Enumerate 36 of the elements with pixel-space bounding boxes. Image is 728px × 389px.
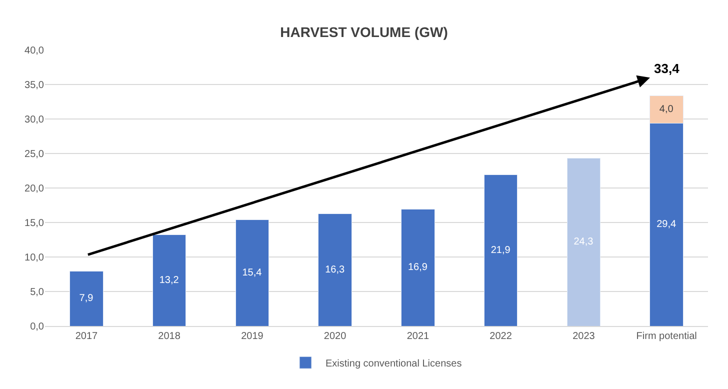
data-label: 16,9 xyxy=(408,262,428,274)
data-label: 13,2 xyxy=(159,274,180,286)
y-tick-label: 15,0 xyxy=(24,218,44,229)
data-label: 21,9 xyxy=(490,244,511,256)
x-tick-label: 2019 xyxy=(241,331,264,342)
x-tick-label: 2022 xyxy=(490,331,512,342)
x-tick-label: Firm potential xyxy=(636,331,697,342)
total-label: 33,4 xyxy=(654,61,680,76)
x-tick-label: 2023 xyxy=(572,331,596,342)
bar xyxy=(401,209,435,326)
data-label: 7,9 xyxy=(79,293,94,304)
y-tick-label: 30,0 xyxy=(24,114,44,126)
x-tick-label: 2020 xyxy=(324,331,347,342)
y-tick-label: 25,0 xyxy=(24,149,44,160)
bar xyxy=(70,271,104,326)
y-tick-label: 5,0 xyxy=(30,287,44,298)
y-tick-label: 35,0 xyxy=(24,80,44,91)
bar xyxy=(235,219,270,326)
bar xyxy=(152,234,186,326)
data-label: 4,0 xyxy=(659,104,674,115)
data-label: 29,4 xyxy=(656,219,677,230)
bar xyxy=(318,213,352,326)
data-label: 24,3 xyxy=(574,236,594,248)
y-tick-label: 0,0 xyxy=(30,322,44,332)
y-tick-label: 10,0 xyxy=(24,252,44,264)
bar xyxy=(566,158,601,326)
data-label: 15,4 xyxy=(242,267,262,278)
y-tick-label: 20,0 xyxy=(24,184,44,194)
chart-title: HARVEST VOLUME (GW) xyxy=(280,24,448,40)
x-tick-label: 2021 xyxy=(406,331,430,342)
y-tick-label: 40,0 xyxy=(24,46,44,56)
bar xyxy=(484,174,518,326)
x-tick-label: 2017 xyxy=(75,331,98,342)
legend-label: Existing conventional Licenses xyxy=(326,358,462,370)
data-label: 16,3 xyxy=(325,264,346,276)
x-tick-label: 2018 xyxy=(158,331,181,342)
